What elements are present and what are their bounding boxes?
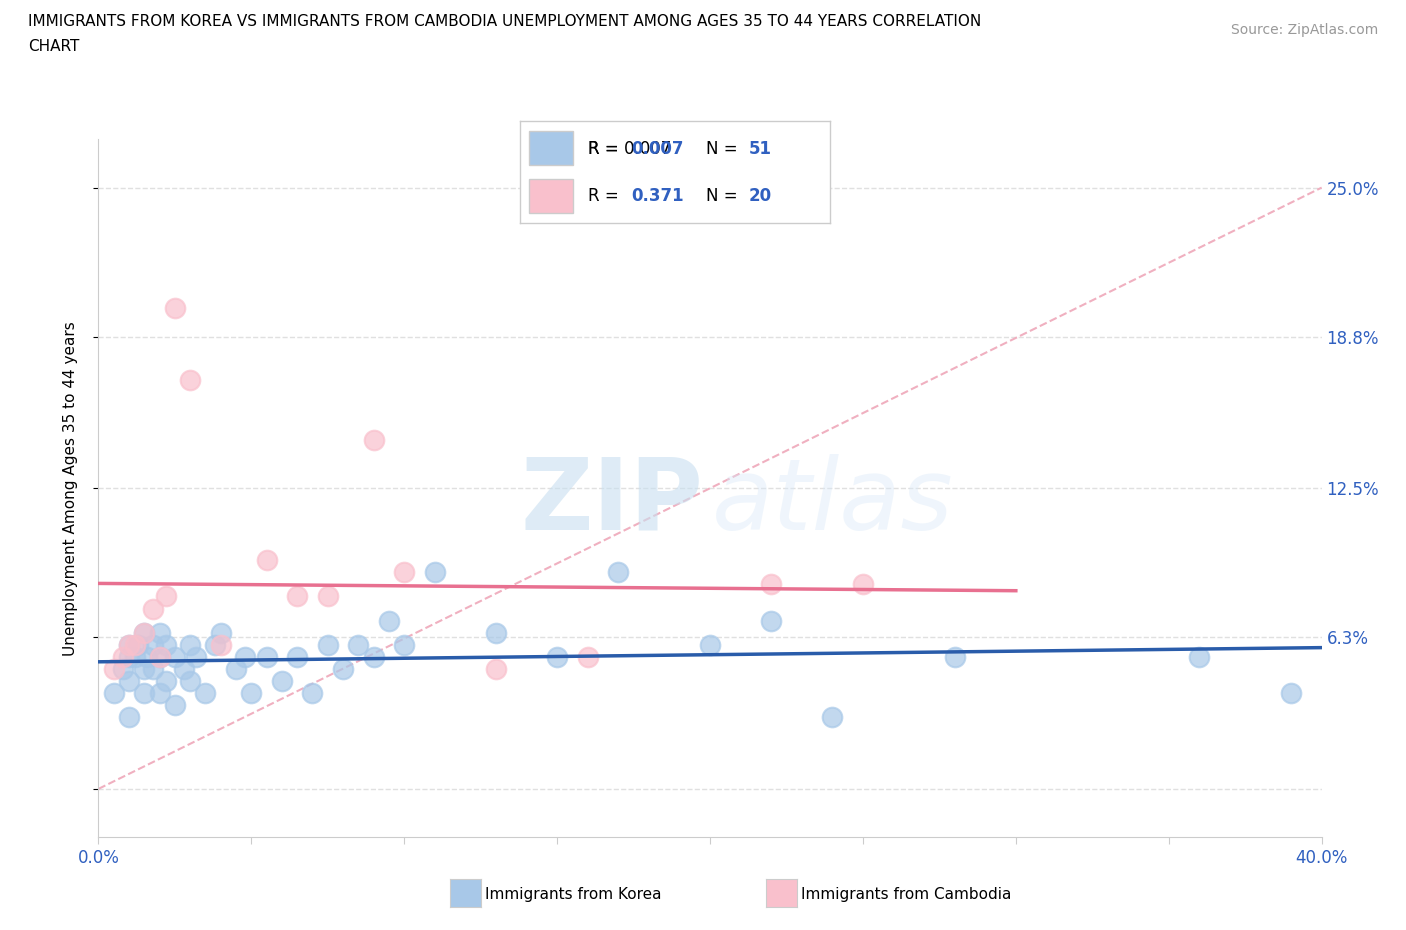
Point bbox=[240, 685, 263, 700]
Point bbox=[546, 649, 568, 664]
Point bbox=[285, 589, 308, 604]
Text: R =: R = bbox=[588, 140, 624, 157]
Point bbox=[332, 661, 354, 676]
Point bbox=[163, 300, 186, 315]
Point bbox=[256, 553, 278, 568]
Point bbox=[136, 649, 159, 664]
Point bbox=[155, 637, 177, 652]
Text: 0.007: 0.007 bbox=[631, 140, 685, 157]
Point bbox=[134, 625, 156, 640]
Point bbox=[204, 637, 226, 652]
Point bbox=[699, 637, 721, 652]
Text: Immigrants from Korea: Immigrants from Korea bbox=[485, 887, 662, 902]
Point bbox=[142, 601, 165, 616]
Point bbox=[179, 373, 201, 388]
Point bbox=[179, 673, 201, 688]
Point bbox=[142, 661, 165, 676]
Point bbox=[134, 625, 156, 640]
FancyBboxPatch shape bbox=[530, 131, 572, 165]
Point bbox=[155, 673, 177, 688]
Point bbox=[142, 637, 165, 652]
Point bbox=[363, 432, 385, 447]
Text: Immigrants from Cambodia: Immigrants from Cambodia bbox=[801, 887, 1012, 902]
Text: 0.371: 0.371 bbox=[631, 187, 685, 205]
Point bbox=[163, 698, 186, 712]
Point bbox=[118, 710, 141, 724]
Point bbox=[186, 649, 208, 664]
Point bbox=[225, 661, 247, 676]
Point bbox=[852, 577, 875, 591]
Point bbox=[111, 649, 134, 664]
Point bbox=[316, 637, 339, 652]
Point bbox=[485, 661, 508, 676]
Text: atlas: atlas bbox=[711, 454, 953, 551]
Y-axis label: Unemployment Among Ages 35 to 44 years: Unemployment Among Ages 35 to 44 years bbox=[63, 321, 77, 656]
Point bbox=[316, 589, 339, 604]
Point bbox=[821, 710, 844, 724]
Point bbox=[149, 649, 172, 664]
Point bbox=[194, 685, 217, 700]
Point bbox=[1279, 685, 1302, 700]
Point bbox=[233, 649, 256, 664]
Text: R = 0.007: R = 0.007 bbox=[588, 140, 672, 157]
Point bbox=[1188, 649, 1211, 664]
Point bbox=[301, 685, 323, 700]
Point bbox=[149, 649, 172, 664]
Point bbox=[149, 685, 172, 700]
Point bbox=[173, 661, 195, 676]
Point bbox=[124, 649, 146, 664]
Point bbox=[103, 661, 125, 676]
Point bbox=[127, 637, 149, 652]
Point bbox=[607, 565, 630, 580]
Text: R =: R = bbox=[588, 187, 624, 205]
Point bbox=[485, 625, 508, 640]
Text: 20: 20 bbox=[749, 187, 772, 205]
Point bbox=[118, 649, 141, 664]
Point bbox=[163, 649, 186, 664]
Point bbox=[378, 613, 401, 628]
Point bbox=[149, 625, 172, 640]
Point bbox=[111, 661, 134, 676]
Point bbox=[179, 637, 201, 652]
Point bbox=[392, 637, 416, 652]
Point bbox=[576, 649, 599, 664]
Point bbox=[347, 637, 370, 652]
Text: CHART: CHART bbox=[28, 39, 80, 54]
Point bbox=[209, 625, 232, 640]
Point bbox=[256, 649, 278, 664]
Point bbox=[759, 577, 782, 591]
FancyBboxPatch shape bbox=[530, 179, 572, 213]
Point bbox=[124, 637, 146, 652]
Point bbox=[103, 685, 125, 700]
Point bbox=[285, 649, 308, 664]
Text: N =: N = bbox=[706, 187, 742, 205]
Point bbox=[155, 589, 177, 604]
Point bbox=[134, 685, 156, 700]
Text: ZIP: ZIP bbox=[520, 454, 703, 551]
Text: N =: N = bbox=[706, 140, 742, 157]
Point bbox=[392, 565, 416, 580]
Point bbox=[363, 649, 385, 664]
Point bbox=[423, 565, 446, 580]
Point bbox=[943, 649, 966, 664]
Text: Source: ZipAtlas.com: Source: ZipAtlas.com bbox=[1230, 23, 1378, 37]
Text: IMMIGRANTS FROM KOREA VS IMMIGRANTS FROM CAMBODIA UNEMPLOYMENT AMONG AGES 35 TO : IMMIGRANTS FROM KOREA VS IMMIGRANTS FROM… bbox=[28, 14, 981, 29]
Text: 51: 51 bbox=[749, 140, 772, 157]
Point bbox=[270, 673, 292, 688]
Point bbox=[209, 637, 232, 652]
Point bbox=[134, 661, 156, 676]
Point bbox=[118, 673, 141, 688]
Point bbox=[118, 637, 141, 652]
Point bbox=[759, 613, 782, 628]
Point bbox=[118, 637, 141, 652]
